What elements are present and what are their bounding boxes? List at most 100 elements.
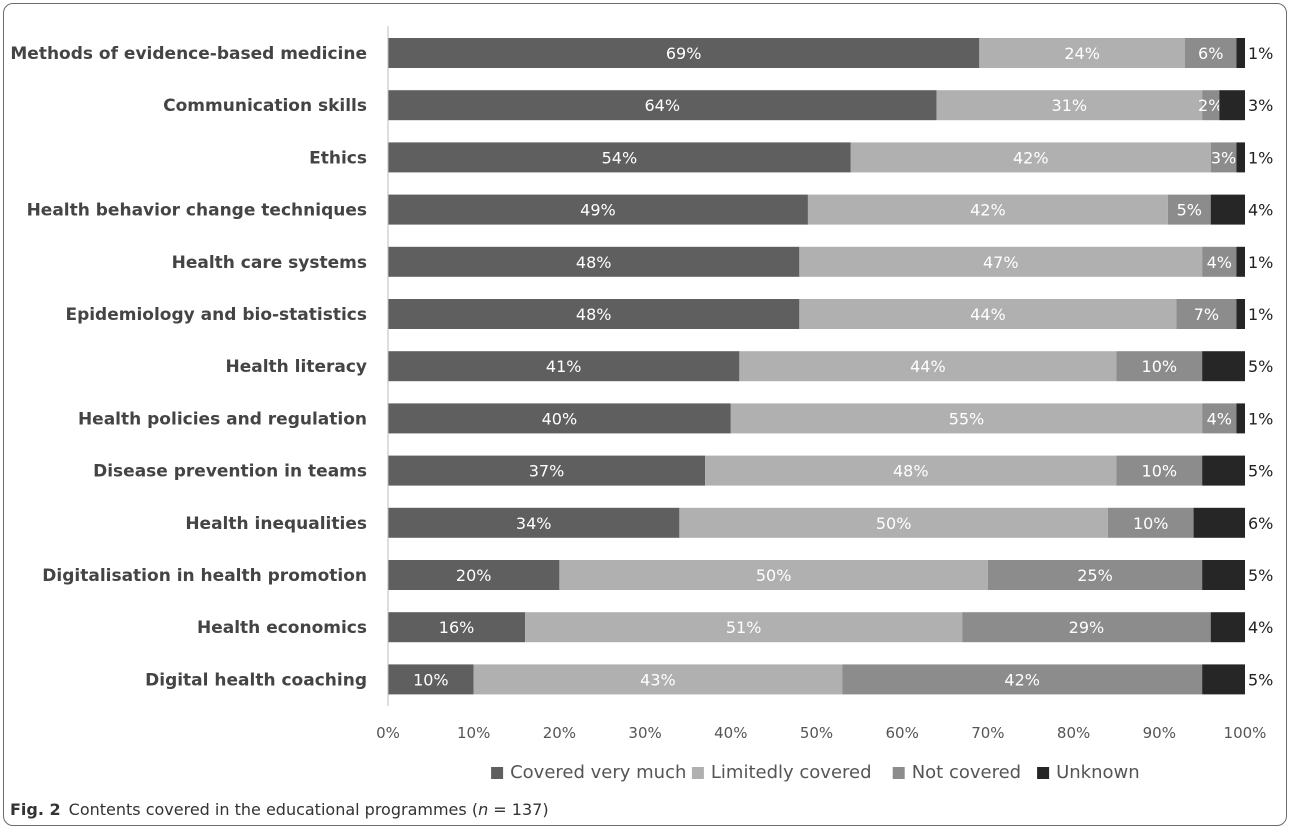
bar-row-epidemiology-and-bio-statistics-seg-covered-very-much (388, 299, 800, 329)
data-label: 64% (644, 96, 680, 115)
data-label: 1% (1248, 409, 1273, 428)
x-axis: 0% 10% 20% 30% 40% 50% 60% 70% 80% 90% 100% (376, 26, 1266, 742)
caption-n-symbol: n (478, 800, 489, 819)
bar-row-ethics-seg-not-covered (1210, 142, 1237, 173)
x-tick-label: 70% (971, 724, 1004, 742)
data-label: 10% (413, 670, 449, 689)
data-label: 4% (1207, 409, 1232, 428)
data-label: 1% (1248, 253, 1273, 272)
legend-swatch (1037, 767, 1050, 779)
data-label: 49% (580, 201, 616, 220)
bar-row-health-inequalities-seg-covered-very-much (388, 507, 680, 538)
data-label: 50% (756, 566, 792, 585)
bar-row-health-care-systems-seg-not-covered (1202, 246, 1237, 277)
data-label: 31% (1052, 96, 1088, 115)
bar-row-digital-health-coaching-seg-limitedly-covered (473, 664, 843, 695)
data-label: 10% (1142, 357, 1178, 376)
bar-row-communication-skills-seg-covered-very-much (388, 90, 937, 121)
bar-row-health-behavior-change-techniques-seg-unknown (1210, 194, 1245, 225)
data-label: 5% (1248, 566, 1273, 585)
bar-row-methods-of-evidence-based-medicine-seg-not-covered (1185, 38, 1237, 68)
legend-label: Unknown (1056, 762, 1140, 783)
bar-row-digital-health-coaching-seg-covered-very-much (388, 664, 474, 695)
bar-row-communication-skills-seg-not-covered (1202, 90, 1220, 121)
bar-row-epidemiology-and-bio-statistics-seg-unknown (1236, 299, 1245, 329)
bar-row-disease-prevention-in-teams-seg-covered-very-much (388, 455, 706, 486)
x-tick-label: 30% (628, 724, 661, 742)
x-tick-label: 50% (800, 724, 833, 742)
data-label: 55% (949, 409, 985, 428)
data-label: 40% (542, 409, 578, 428)
data-label: 20% (456, 566, 492, 585)
data-label: 16% (439, 618, 475, 637)
x-tick-label: 40% (714, 724, 747, 742)
data-label: 44% (910, 357, 946, 376)
category-label: Health behavior change techniques (27, 201, 367, 221)
category-label: Digitalisation in health promotion (42, 566, 367, 586)
data-label: 29% (1069, 618, 1105, 637)
bar-row-health-literacy-seg-unknown (1202, 351, 1245, 382)
x-tick-label: 10% (457, 724, 490, 742)
data-label: 47% (983, 253, 1019, 272)
data-label: 69% (666, 44, 702, 63)
bar-row-health-inequalities-seg-not-covered (1107, 507, 1194, 538)
bar-row-digitalisation-in-health-promotion-seg-not-covered (987, 560, 1203, 590)
bar-row-health-economics-seg-not-covered (962, 612, 1211, 643)
legend-swatch (892, 767, 905, 779)
data-label: 10% (1142, 462, 1178, 481)
data-label: 43% (640, 670, 676, 689)
category-label: Health policies and regulation (78, 409, 367, 429)
data-label: 5% (1248, 670, 1273, 689)
data-label: 7% (1194, 305, 1219, 324)
category-label: Methods of evidence-based medicine (10, 44, 367, 64)
figure-number: Fig. 2 (10, 800, 61, 819)
bar-row-health-policies-and-regulation-seg-not-covered (1202, 403, 1237, 434)
category-label: Health economics (197, 618, 367, 638)
bar-row-ethics-seg-covered-very-much (388, 142, 851, 173)
data-label: 2% (1198, 96, 1223, 115)
category-label: Digital health coaching (145, 670, 367, 690)
bar-row-health-care-systems-seg-covered-very-much (388, 246, 800, 277)
bar-row-health-behavior-change-techniques-seg-covered-very-much (388, 194, 808, 225)
data-label: 51% (726, 618, 762, 637)
category-label: Epidemiology and bio-statistics (65, 305, 367, 325)
data-label: 41% (546, 357, 582, 376)
bar-row-health-economics-seg-limitedly-covered (525, 612, 963, 643)
legend: Covered very much Limitedly covered Not co… (491, 762, 1140, 783)
bar-row-epidemiology-and-bio-statistics-seg-limitedly-covered (799, 299, 1177, 329)
data-label: 4% (1207, 253, 1232, 272)
data-label: 5% (1248, 357, 1273, 376)
bar-row-epidemiology-and-bio-statistics-seg-not-covered (1176, 299, 1237, 329)
data-label: 24% (1064, 44, 1100, 63)
category-label: Health inequalities (185, 514, 367, 534)
legend-label: Limitedly covered (711, 762, 872, 783)
bar-row-digitalisation-in-health-promotion-seg-covered-very-much (388, 560, 560, 590)
data-label: 48% (576, 253, 612, 272)
bar-row-health-policies-and-regulation-seg-covered-very-much (388, 403, 731, 434)
legend-label: Covered very much (510, 762, 686, 783)
bar-row-health-economics-seg-covered-very-much (388, 612, 526, 643)
bar-row-disease-prevention-in-teams-seg-limitedly-covered (705, 455, 1117, 486)
category-label: Ethics (309, 148, 367, 168)
data-label: 48% (893, 462, 929, 481)
bar-row-ethics-seg-unknown (1236, 142, 1245, 173)
caption-text-after: = 137) (488, 800, 549, 819)
caption-text-before: Contents covered in the educational prog… (68, 800, 479, 819)
data-label: 1% (1248, 44, 1273, 63)
category-label: Communication skills (163, 96, 367, 116)
bar-row-health-inequalities-seg-unknown (1193, 507, 1245, 538)
data-label: 5% (1177, 201, 1202, 220)
bar-row-health-literacy-seg-covered-very-much (388, 351, 740, 382)
bar-row-health-literacy-seg-not-covered (1116, 351, 1203, 382)
bar-row-methods-of-evidence-based-medicine-seg-unknown (1236, 38, 1245, 68)
bar-row-digital-health-coaching-seg-not-covered (842, 664, 1203, 695)
bars-group: Methods of evidence-based medicine 69% 24%… (10, 38, 1273, 695)
bar-row-communication-skills-seg-unknown (1219, 90, 1245, 121)
data-label: 3% (1248, 96, 1273, 115)
data-label: 42% (1004, 670, 1040, 689)
bar-row-methods-of-evidence-based-medicine-seg-covered-very-much (388, 38, 980, 68)
legend-label: Not covered (912, 762, 1021, 783)
x-tick-label: 60% (886, 724, 919, 742)
data-label: 3% (1211, 148, 1236, 167)
figure-caption: Fig. 2 Contents covered in the educationa… (10, 800, 549, 819)
